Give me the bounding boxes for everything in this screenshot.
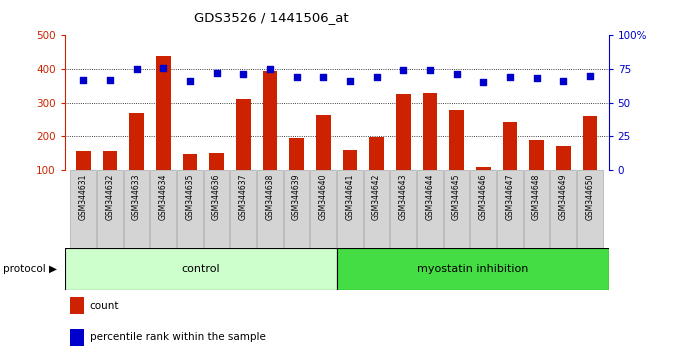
- FancyBboxPatch shape: [337, 170, 362, 248]
- FancyBboxPatch shape: [364, 170, 390, 248]
- FancyBboxPatch shape: [577, 170, 602, 248]
- Bar: [76, 152, 90, 204]
- Point: [478, 80, 489, 85]
- Text: control: control: [182, 264, 220, 274]
- Text: percentile rank within the sample: percentile rank within the sample: [90, 332, 265, 342]
- Text: GSM344647: GSM344647: [505, 174, 515, 220]
- Point: [78, 77, 88, 82]
- Text: GSM344641: GSM344641: [345, 174, 354, 220]
- Point: [424, 68, 435, 73]
- Point: [585, 73, 596, 79]
- FancyBboxPatch shape: [311, 170, 336, 248]
- Bar: [65, 248, 337, 290]
- Point: [371, 74, 382, 80]
- FancyBboxPatch shape: [390, 170, 416, 248]
- Bar: [422, 92, 437, 204]
- Text: GSM344649: GSM344649: [559, 174, 568, 220]
- Text: myostatin inhibition: myostatin inhibition: [417, 264, 528, 274]
- Point: [238, 72, 249, 77]
- FancyBboxPatch shape: [551, 170, 576, 248]
- Bar: [129, 113, 144, 204]
- Point: [558, 78, 568, 84]
- Point: [531, 76, 542, 81]
- Bar: [369, 137, 384, 204]
- Point: [345, 78, 356, 84]
- Text: GSM344645: GSM344645: [452, 174, 461, 220]
- Text: GSM344638: GSM344638: [265, 174, 275, 220]
- Text: count: count: [90, 301, 119, 310]
- Bar: [583, 116, 597, 204]
- Point: [451, 72, 462, 77]
- Point: [318, 74, 328, 80]
- FancyBboxPatch shape: [231, 170, 256, 248]
- Bar: [337, 248, 609, 290]
- Text: GSM344648: GSM344648: [532, 174, 541, 220]
- Text: GSM344635: GSM344635: [186, 174, 194, 220]
- Bar: [476, 167, 490, 204]
- FancyBboxPatch shape: [471, 170, 496, 248]
- Point: [398, 68, 409, 73]
- FancyBboxPatch shape: [71, 170, 96, 248]
- Text: GSM344640: GSM344640: [319, 174, 328, 220]
- Text: GSM344639: GSM344639: [292, 174, 301, 220]
- Bar: [103, 152, 117, 204]
- FancyBboxPatch shape: [257, 170, 283, 248]
- Text: GSM344636: GSM344636: [212, 174, 221, 220]
- Point: [291, 74, 302, 80]
- FancyBboxPatch shape: [124, 170, 150, 248]
- Bar: [262, 71, 277, 204]
- Bar: [156, 56, 171, 204]
- Text: GSM344642: GSM344642: [372, 174, 381, 220]
- Bar: [183, 154, 197, 204]
- Text: protocol ▶: protocol ▶: [3, 264, 57, 274]
- Bar: [289, 138, 304, 204]
- Text: GSM344637: GSM344637: [239, 174, 248, 220]
- Bar: [556, 146, 571, 204]
- Bar: [70, 329, 84, 346]
- Bar: [70, 297, 84, 314]
- FancyBboxPatch shape: [177, 170, 203, 248]
- Point: [105, 77, 116, 82]
- Point: [211, 70, 222, 76]
- Bar: [316, 115, 330, 204]
- Bar: [236, 99, 251, 204]
- Bar: [396, 94, 411, 204]
- FancyBboxPatch shape: [97, 170, 122, 248]
- Point: [265, 66, 275, 72]
- Text: GSM344633: GSM344633: [132, 174, 141, 220]
- FancyBboxPatch shape: [204, 170, 229, 248]
- FancyBboxPatch shape: [150, 170, 176, 248]
- Text: GSM344650: GSM344650: [585, 174, 594, 220]
- FancyBboxPatch shape: [417, 170, 443, 248]
- Bar: [209, 153, 224, 204]
- Text: GSM344643: GSM344643: [398, 174, 408, 220]
- Text: GDS3526 / 1441506_at: GDS3526 / 1441506_at: [194, 11, 349, 24]
- Bar: [529, 140, 544, 204]
- FancyBboxPatch shape: [497, 170, 523, 248]
- Point: [184, 78, 195, 84]
- Text: GSM344634: GSM344634: [158, 174, 168, 220]
- Text: GSM344632: GSM344632: [105, 174, 114, 220]
- Point: [131, 66, 142, 72]
- FancyBboxPatch shape: [444, 170, 469, 248]
- Text: GSM344646: GSM344646: [479, 174, 488, 220]
- Bar: [503, 122, 517, 204]
- Text: GSM344644: GSM344644: [426, 174, 435, 220]
- Text: GSM344631: GSM344631: [79, 174, 88, 220]
- FancyBboxPatch shape: [284, 170, 309, 248]
- FancyBboxPatch shape: [524, 170, 549, 248]
- Point: [158, 65, 169, 70]
- Bar: [449, 110, 464, 204]
- Bar: [343, 150, 357, 204]
- Point: [505, 74, 515, 80]
